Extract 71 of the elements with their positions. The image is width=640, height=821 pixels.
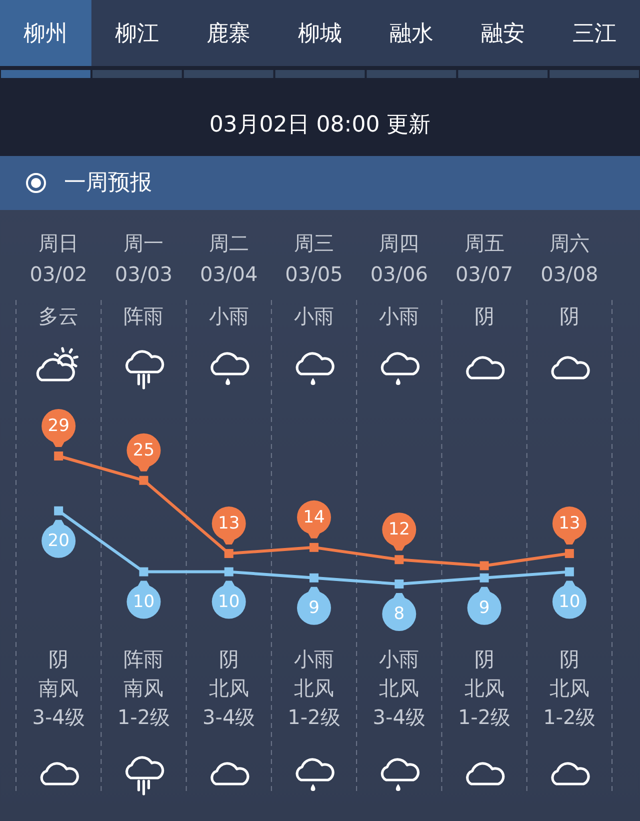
text: 阵雨 [124, 647, 164, 671]
point [310, 573, 318, 582]
text: 小雨 [294, 304, 334, 328]
point [394, 555, 404, 564]
x-tick-label: 周四 03/06 [370, 231, 428, 286]
data-label: 25 [132, 440, 155, 460]
data-label: 9 [478, 598, 490, 618]
text: 1-2级 [117, 705, 170, 729]
text: 融水 [389, 22, 434, 46]
text: 阴 [48, 647, 69, 671]
data-label: 9 [308, 598, 320, 618]
data-label: 10 [218, 592, 240, 612]
point [394, 580, 404, 588]
point [139, 476, 148, 485]
text: 1-2级 [458, 705, 511, 729]
text: 阴 [559, 304, 580, 328]
point [224, 549, 234, 558]
data-label: 20 [48, 530, 70, 551]
text: 北风 [549, 676, 590, 700]
text: 小雨 [208, 304, 249, 328]
text: 阴 [474, 304, 494, 328]
text: 多云 [38, 304, 79, 328]
point [54, 506, 64, 516]
text: 小雨 [379, 647, 420, 671]
text: 柳江 [115, 22, 160, 46]
point [224, 567, 234, 576]
text: 北风 [208, 676, 249, 700]
data-label: 10 [132, 592, 155, 612]
point [564, 567, 574, 576]
text: 三江 [572, 22, 616, 46]
point [139, 567, 148, 576]
text: 3-4级 [32, 705, 85, 729]
x-tick-label: 周一 03/03 [114, 231, 173, 286]
text: 阴 [218, 647, 239, 671]
text: 小雨 [294, 647, 334, 671]
text: 融安 [480, 22, 525, 46]
x-tick-label: 周五 03/07 [455, 231, 514, 286]
text: 3-4级 [372, 705, 426, 729]
text: 鹿寨 [206, 22, 251, 46]
data-label: 13 [218, 514, 240, 534]
text: 北风 [294, 676, 334, 700]
text: 1-2级 [543, 705, 596, 729]
text: 3-4级 [202, 705, 256, 729]
point [310, 542, 318, 552]
data-label: 13 [558, 514, 580, 534]
chart-subtitle: 03月02日 08:00 更新 [209, 112, 431, 138]
x-tick-label: 周三 03/05 [285, 231, 343, 286]
text: 柳城 [298, 22, 342, 46]
point [480, 561, 489, 570]
text: 1-2级 [288, 705, 340, 729]
data-label: 8 [394, 604, 405, 624]
text: 南风 [124, 676, 164, 700]
x-tick-label: 周六 03/08 [540, 231, 598, 286]
text: 阵雨 [124, 304, 164, 328]
text: 北风 [464, 676, 504, 700]
data-label: 12 [388, 520, 410, 540]
x-tick-label: 周日 03/02 [30, 231, 88, 286]
data-label: 29 [48, 416, 70, 436]
point [480, 573, 489, 582]
data-label: 14 [303, 507, 325, 528]
data-label: 10 [558, 592, 580, 612]
point [564, 549, 574, 558]
text: 北风 [379, 676, 420, 700]
chart-title: 一周预报 [64, 170, 152, 196]
x-tick-label: 周二 03/04 [200, 231, 258, 286]
text: 阴 [474, 647, 494, 671]
text: 小雨 [379, 304, 420, 328]
text: 柳州 [24, 22, 68, 46]
text: 阴 [559, 647, 580, 671]
text: 南风 [38, 676, 79, 700]
point [54, 452, 64, 460]
